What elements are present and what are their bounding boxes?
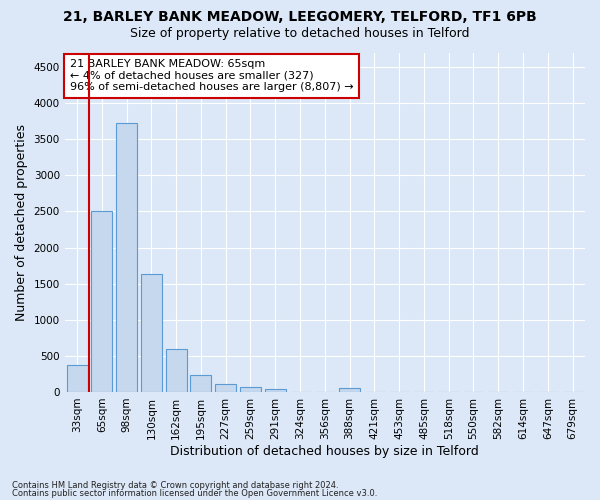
X-axis label: Distribution of detached houses by size in Telford: Distribution of detached houses by size … — [170, 444, 479, 458]
Y-axis label: Number of detached properties: Number of detached properties — [15, 124, 28, 320]
Bar — [141, 274, 162, 392]
Text: Contains HM Land Registry data © Crown copyright and database right 2024.: Contains HM Land Registry data © Crown c… — [12, 481, 338, 490]
Text: 21 BARLEY BANK MEADOW: 65sqm
← 4% of detached houses are smaller (327)
96% of se: 21 BARLEY BANK MEADOW: 65sqm ← 4% of det… — [70, 60, 353, 92]
Bar — [339, 388, 360, 392]
Bar — [240, 388, 261, 392]
Text: 21, BARLEY BANK MEADOW, LEEGOMERY, TELFORD, TF1 6PB: 21, BARLEY BANK MEADOW, LEEGOMERY, TELFO… — [63, 10, 537, 24]
Bar — [166, 349, 187, 392]
Text: Contains public sector information licensed under the Open Government Licence v3: Contains public sector information licen… — [12, 488, 377, 498]
Bar — [190, 376, 211, 392]
Bar — [215, 384, 236, 392]
Bar — [265, 389, 286, 392]
Bar — [116, 124, 137, 392]
Bar — [67, 365, 88, 392]
Bar — [91, 212, 112, 392]
Text: Size of property relative to detached houses in Telford: Size of property relative to detached ho… — [130, 28, 470, 40]
